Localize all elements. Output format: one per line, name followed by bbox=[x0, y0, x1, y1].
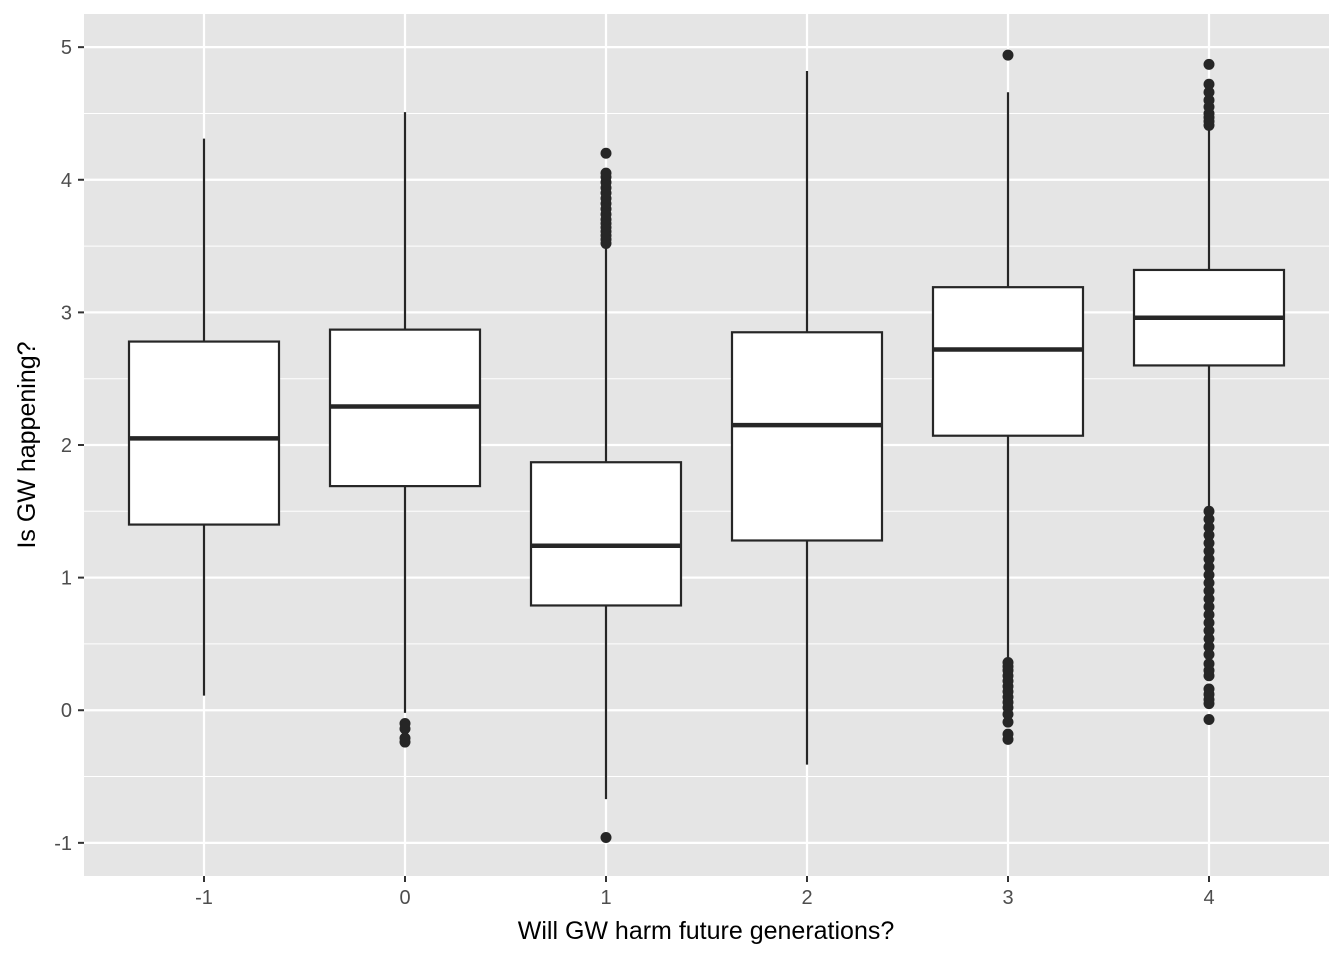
outlier-point bbox=[1203, 641, 1215, 653]
outlier-point bbox=[1203, 577, 1215, 589]
outlier-point bbox=[600, 147, 612, 159]
outlier-point bbox=[1002, 656, 1014, 668]
y-tick-label: -1 bbox=[54, 833, 72, 855]
y-tick-label: 1 bbox=[61, 568, 72, 590]
x-tick-label: 4 bbox=[1203, 887, 1214, 909]
outlier-point bbox=[1203, 529, 1215, 541]
y-axis-title: Is GW happening? bbox=[13, 341, 41, 548]
outlier-point bbox=[1203, 78, 1215, 90]
y-tick-label: 4 bbox=[61, 170, 72, 192]
box-body bbox=[529, 461, 683, 607]
y-tick-label: 0 bbox=[61, 700, 72, 722]
outlier-point bbox=[1203, 58, 1215, 70]
y-tick-label: 2 bbox=[61, 435, 72, 457]
outlier-point bbox=[1203, 537, 1215, 549]
outlier-point bbox=[399, 723, 411, 735]
outlier-point bbox=[1203, 513, 1215, 525]
outlier-point bbox=[1203, 714, 1215, 726]
y-tick-label: 3 bbox=[61, 302, 72, 324]
outlier-point bbox=[1203, 86, 1215, 98]
x-tick-label: 2 bbox=[801, 887, 812, 909]
box-body bbox=[730, 331, 884, 542]
y-tick-label: 5 bbox=[61, 37, 72, 59]
outlier-point bbox=[1203, 633, 1215, 645]
outlier-point bbox=[1203, 94, 1215, 106]
outlier-point bbox=[600, 167, 612, 179]
outlier-point bbox=[1203, 609, 1215, 621]
outlier-point bbox=[1203, 617, 1215, 629]
outlier-point bbox=[1203, 683, 1215, 695]
x-axis: -1 0 1 2 3 4 bbox=[195, 876, 1215, 909]
x-tick-label: 1 bbox=[600, 887, 611, 909]
outlier-point bbox=[600, 832, 612, 844]
x-tick-label: 3 bbox=[1002, 887, 1013, 909]
outlier-point bbox=[1203, 521, 1215, 533]
box-group bbox=[1132, 58, 1286, 726]
outlier-point bbox=[1002, 728, 1014, 740]
outlier-point bbox=[1002, 49, 1014, 61]
outlier-point bbox=[1203, 593, 1215, 605]
box-body bbox=[127, 340, 281, 526]
box-group bbox=[730, 71, 884, 765]
box-group bbox=[127, 138, 281, 696]
x-tick-label: -1 bbox=[195, 887, 213, 909]
box-body bbox=[931, 286, 1085, 437]
outlier-point bbox=[399, 736, 411, 748]
y-axis: -1 0 1 2 3 4 5 bbox=[54, 37, 84, 855]
outlier-point bbox=[1203, 569, 1215, 581]
outlier-point bbox=[1203, 545, 1215, 557]
outlier-point bbox=[1203, 561, 1215, 573]
outlier-point bbox=[1203, 658, 1215, 670]
x-axis-title: Will GW harm future generations? bbox=[518, 917, 895, 945]
x-tick-label: 0 bbox=[399, 887, 410, 909]
outlier-point bbox=[1203, 601, 1215, 613]
outlier-point bbox=[1203, 505, 1215, 517]
boxes bbox=[127, 49, 1286, 844]
box-group bbox=[529, 147, 683, 844]
outlier-point bbox=[1203, 649, 1215, 661]
outlier-point bbox=[1203, 553, 1215, 565]
outlier-point bbox=[1203, 585, 1215, 597]
outlier-point bbox=[1203, 625, 1215, 637]
box-group bbox=[931, 49, 1085, 745]
outlier-point bbox=[1002, 716, 1014, 728]
box-group bbox=[328, 112, 482, 748]
